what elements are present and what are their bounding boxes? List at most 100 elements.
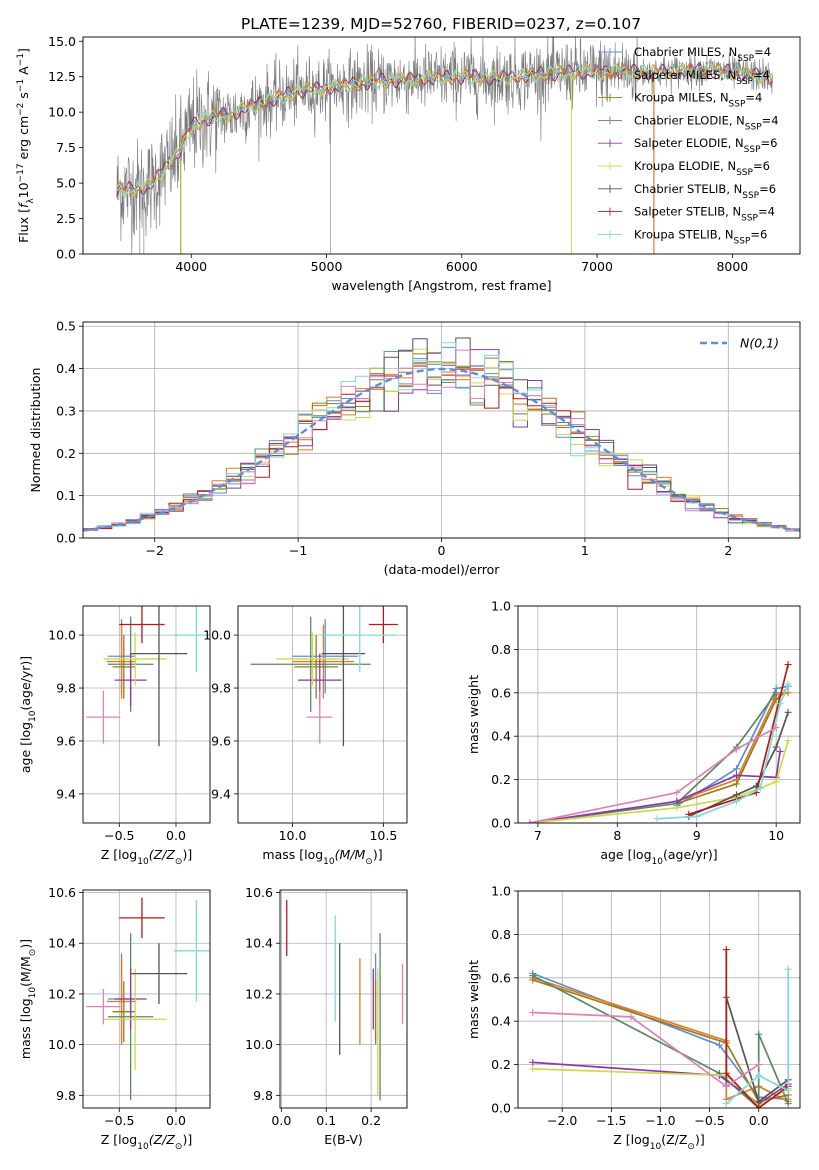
legend-label-part: Kroupa STELIB, N [634,227,734,241]
x-axis-label: E(B-V) [324,1132,363,1147]
legend-label-part: =6 [759,182,776,196]
y-axis-label: Normed distribution [28,368,43,493]
tick-label-x: −0.5 [104,828,134,843]
y-axis-label: age [log10(age/yr)] [18,656,38,773]
tick-label-x: −2 [145,543,163,558]
mass-weight-series [532,1011,760,1088]
y-axis-label-part: mass [log [18,998,33,1059]
mass-weight-series [725,969,790,1105]
x-axis-label-part: Z [log [613,1132,649,1147]
panel-age_vs_mass: 10.0 10.5 9.4 9.6 9.8 10.0 mass [log10(M/M⊙)] [203,605,408,867]
y-axis-label-part: (M/M [18,956,33,987]
legend-label-part: =4 [754,45,771,59]
y-axis-label: Flux [fλ10−17 erg cm−2 s−1 A−1] [16,48,36,243]
tick-label-y: 10.0 [48,105,76,120]
tick-label-y: 0.0 [56,531,76,546]
x-axis-label-part: ⊙ [175,857,183,867]
y-axis-label-part: ] [16,48,31,53]
legend-label-part: =4 [745,91,762,105]
y-axis-label-part: (age/yr)] [18,656,33,711]
legend-label: Chabrier ELODIE, NSSP=4 [634,113,779,132]
x-axis-label-part: (Z/Z [661,1132,687,1147]
y-axis-label-part: λ [26,198,36,204]
legend-label-part: SSP [742,191,759,201]
tick-label-y: 9.6 [56,733,76,748]
plot-area-mass_vs_Z [86,897,210,1101]
observed-spectrum-line [116,37,773,254]
legend-label-part: SSP [745,122,762,132]
x-axis-label-part: 10 [650,1142,662,1152]
x-axis-label: Z [log10(Z/Z⊙)] [101,1132,192,1152]
tick-label-y: 0.0 [56,247,76,262]
tick-label-y: 0.2 [56,446,76,461]
tick-label-y: 10.2 [245,986,273,1001]
y-axis-label-part: )] [18,939,33,949]
legend-label-part: Chabrier MILES, N [634,45,737,59]
plot-area-spectrum [116,37,774,254]
plot-area-massweight_vs_age [526,661,792,823]
plot-area-residual_hist [83,337,800,538]
x-axis-label-part: (M/M [335,847,366,862]
x-axis-label-part: Z [log [101,847,137,862]
tick-label-y: 10.6 [245,885,273,900]
tick-label-y: 9.8 [253,1088,273,1103]
tick-label-y: 10.0 [48,1037,76,1052]
tick-label-y: 0.6 [491,970,511,985]
mass-weight-series [529,751,781,823]
tick-label-x: −2.0 [547,1113,577,1128]
legend-label-part: =4 [758,205,775,219]
y-axis-label-part: A [16,66,31,79]
mass-weight-series [529,692,777,823]
tick-label-x: 0.0 [749,1113,769,1128]
tick-label-y: 15.0 [48,34,76,49]
x-axis-label-part: age [log [600,847,651,862]
y-axis-label-part: Flux [ [16,208,31,243]
x-axis-label-part: E(B-V) [324,1132,363,1147]
tick-label-y: 9.4 [56,786,76,801]
x-axis-label-part: ⊙ [175,1142,183,1152]
model-spectrum-line [116,63,774,196]
legend-label-part: =6 [761,136,778,150]
tick-label-y: 0.1 [56,488,76,503]
axes-frame [82,889,211,1109]
tick-label-y: 12.5 [48,69,76,84]
y-axis-label-part: f [16,202,31,208]
legend-label-part: =6 [753,159,770,173]
legend-label-part: SSP [737,54,754,64]
x-axis-label-part: (Z/Z [149,847,176,862]
mass-weight-series [656,683,789,820]
legend-label-part: SSP [741,214,758,224]
tick-label-x: 10.0 [279,828,307,843]
model-spectrum-line [116,62,774,197]
tick-label-y: 9.4 [211,786,231,801]
tick-label-x: 0.0 [166,828,186,843]
axes-frame [517,890,801,1109]
tick-label-y: 1.0 [491,884,511,899]
legend-label-part: SSP [734,236,751,246]
legend-label: Chabrier STELIB, NSSP=6 [634,182,776,201]
x-axis-label-part: )] [182,1132,192,1147]
x-axis-label-part: )] [182,847,192,862]
legend-label-part: Salpeter ELODIE, N [634,136,744,150]
y-axis-label-part: ⊙ [28,949,38,957]
axes-frame [82,605,211,824]
legend-label-part: SSP [744,145,761,155]
y-axis-label-part: −1 [16,79,26,92]
x-axis-label: Z [log10(Z/Z⊙)] [613,1132,704,1152]
legend-label: Kroupa ELODIE, NSSP=6 [634,159,770,178]
y-axis-label-part: −2 [16,103,26,116]
tick-label-y: 9.8 [211,681,231,696]
legend-label: Salpeter ELODIE, NSSP=6 [634,136,777,155]
panel-mass_vs_ebv: 0.0 0.1 0.2 9.8 10.0 10.2 10.4 10.6 E(B-V) [245,885,408,1147]
tick-label-y: 0.0 [491,1101,511,1116]
tick-label-y: 0.8 [491,927,511,942]
tick-label-x: 8 [613,828,621,843]
x-axis-label-part: (Z/Z [149,1132,176,1147]
tick-label-y: 10.0 [245,1037,273,1052]
x-axis-label-part: wavelength [Angstrom, rest frame] [331,278,551,293]
legend-label: Kroupa MILES, NSSP=4 [634,91,762,110]
y-axis-label-part: age [log [18,722,33,773]
x-axis-label-part: 10 [137,857,149,867]
y-axis-label-part: mass weight [466,675,481,754]
tick-label-x: −0.5 [104,1113,134,1128]
